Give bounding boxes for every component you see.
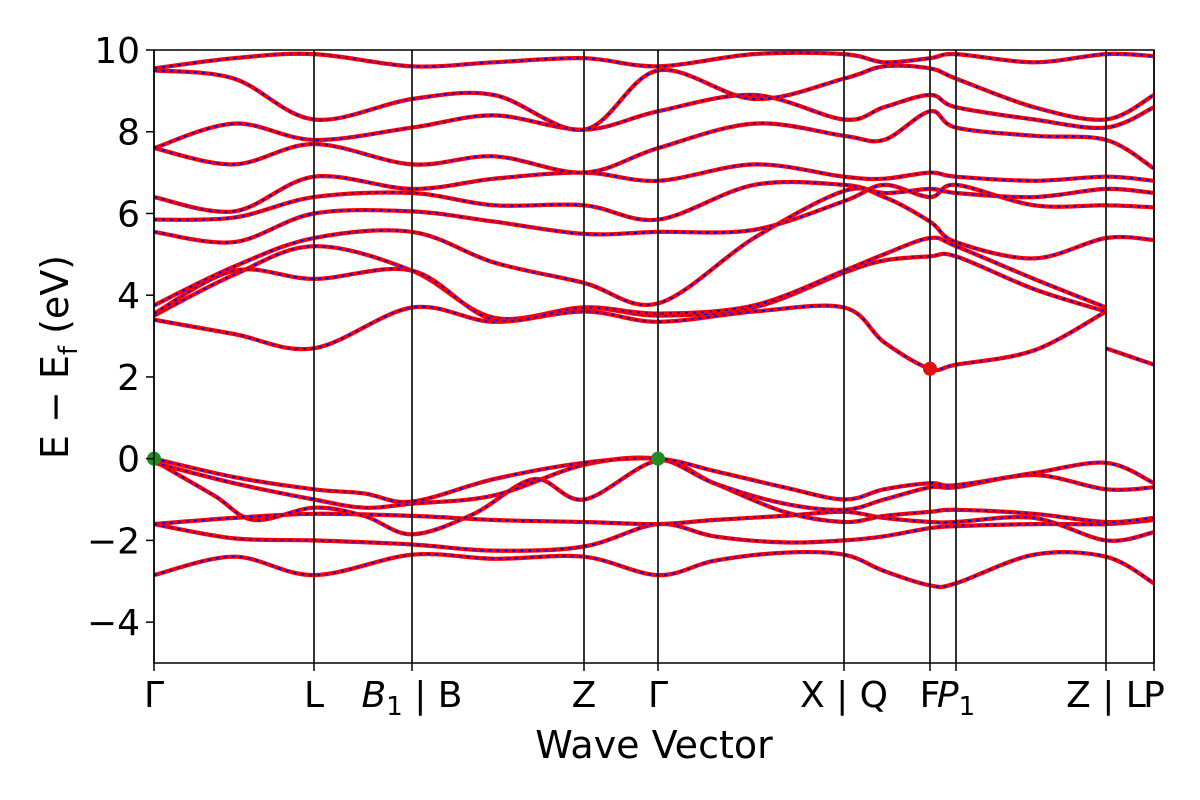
band-line-18: [154, 50, 1154, 71]
band-lines: [154, 50, 1154, 590]
y-tick-label: −2: [87, 521, 140, 562]
y-tick-label: −4: [87, 603, 140, 644]
x-tick-label: Γ: [144, 675, 164, 716]
x-tick-label: Z: [572, 675, 597, 716]
y-tick-label: 8: [117, 113, 140, 154]
band-line-17: [154, 63, 1154, 133]
x-tick-label: L: [304, 675, 324, 716]
y-axis-ticks: −4 −2 0 2 4 6 8 10: [87, 31, 154, 644]
band-line-dashed-9: [154, 245, 1107, 321]
plot-frame: [153, 49, 1155, 664]
band-line-dashed-3: [154, 510, 1154, 542]
x-tick-label: X | Q: [800, 675, 888, 716]
y-axis-label-unit: (eV): [33, 255, 77, 346]
x-tick-label: Γ: [648, 675, 668, 716]
y-axis-label-sub: f: [54, 345, 84, 355]
band-line-16: [154, 92, 1154, 151]
band-line-14: [154, 162, 1154, 214]
band-line-13: [154, 179, 1154, 223]
band-line-15: [154, 109, 1154, 175]
x-tick-label: P1: [937, 675, 975, 722]
band-line-8: [154, 303, 1108, 373]
band-line-dashed-15: [154, 110, 1154, 174]
y-tick-label: 10: [94, 31, 140, 72]
x-axis-ticks: Γ L B1 | B Z Γ X | Q FP1 Z | LP: [144, 663, 1165, 722]
band-line-dashed-6: [154, 457, 1154, 504]
band-line-12: [154, 182, 1154, 245]
extremum-marker-3: [923, 361, 937, 376]
band-line-dashed-5: [154, 456, 1154, 511]
y-tick-label: 2: [117, 358, 140, 399]
band-line-1: [154, 549, 1154, 590]
y-axis-label-main: E − E: [33, 355, 77, 459]
band-line-dashed-18: [154, 51, 1154, 70]
extremum-marker-2: [651, 451, 665, 466]
band-line-dashed-11: [154, 187, 1154, 307]
band-line-dashed-7: [1105, 347, 1154, 366]
x-tick-label: P: [1143, 675, 1165, 716]
band-line-9: [154, 244, 1107, 322]
band-line-dashed-12: [154, 183, 1154, 244]
band-line-dashed-16: [154, 93, 1154, 150]
x-tick-label: Z | L: [1066, 675, 1146, 716]
extrema-markers: [147, 361, 937, 466]
band-line-dashed-8: [154, 304, 1107, 372]
band-line-dashed-2: [154, 519, 1154, 552]
band-line-dashed-1: [154, 551, 1154, 589]
x-tick-label: F: [920, 675, 941, 716]
y-tick-label: 0: [117, 440, 140, 481]
x-tick-label: B1 | B: [362, 675, 463, 722]
y-tick-label: 6: [117, 194, 140, 235]
y-tick-label: 4: [117, 276, 140, 317]
y-axis-label: E − Ef (eV): [33, 255, 84, 459]
x-axis-label: Wave Vector: [535, 723, 773, 767]
band-line-dashed-14: [154, 163, 1154, 213]
band-line-5: [154, 455, 1154, 512]
